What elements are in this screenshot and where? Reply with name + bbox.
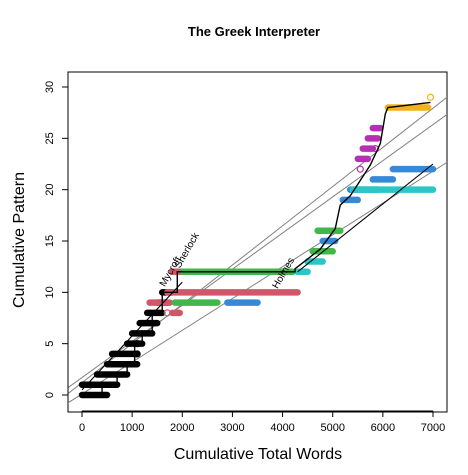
y-axis-label: Cumulative Pattern [11,172,28,308]
y-tick-label: 15 [44,235,56,247]
x-tick-label: 4000 [270,422,294,434]
y-tick-label: 0 [44,392,56,398]
y-axis: 0 5 10 15 20 25 30 [44,81,69,398]
x-axis-label: Cumulative Total Words [174,446,342,463]
chart-title: The Greek Interpreter [188,24,320,39]
x-tick-label: 5000 [320,422,344,434]
regression-line [68,96,447,395]
y-tick-label: 5 [44,341,56,347]
y-tick-label: 25 [44,132,56,144]
x-tick-label: 7000 [421,422,445,434]
regression-line [68,113,447,389]
fit-lines [81,101,434,396]
data-point [356,165,364,173]
step-fit-line [82,101,431,396]
x-axis: 0 1000 2000 3000 4000 5000 6000 7000 [79,410,445,434]
x-tick-label: 0 [79,422,85,434]
data-point [426,93,435,101]
post-fit-line [297,163,434,273]
x-tick-label: 1000 [120,422,144,434]
y-tick-label: 20 [44,184,56,196]
x-tick-label: 3000 [220,422,244,434]
y-tick-label: 30 [44,81,56,93]
y-tick-label: 10 [44,286,56,298]
data-point [163,309,171,317]
pre-fit-line [81,281,183,391]
x-tick-label: 6000 [371,422,395,434]
x-tick-label: 2000 [170,422,194,434]
